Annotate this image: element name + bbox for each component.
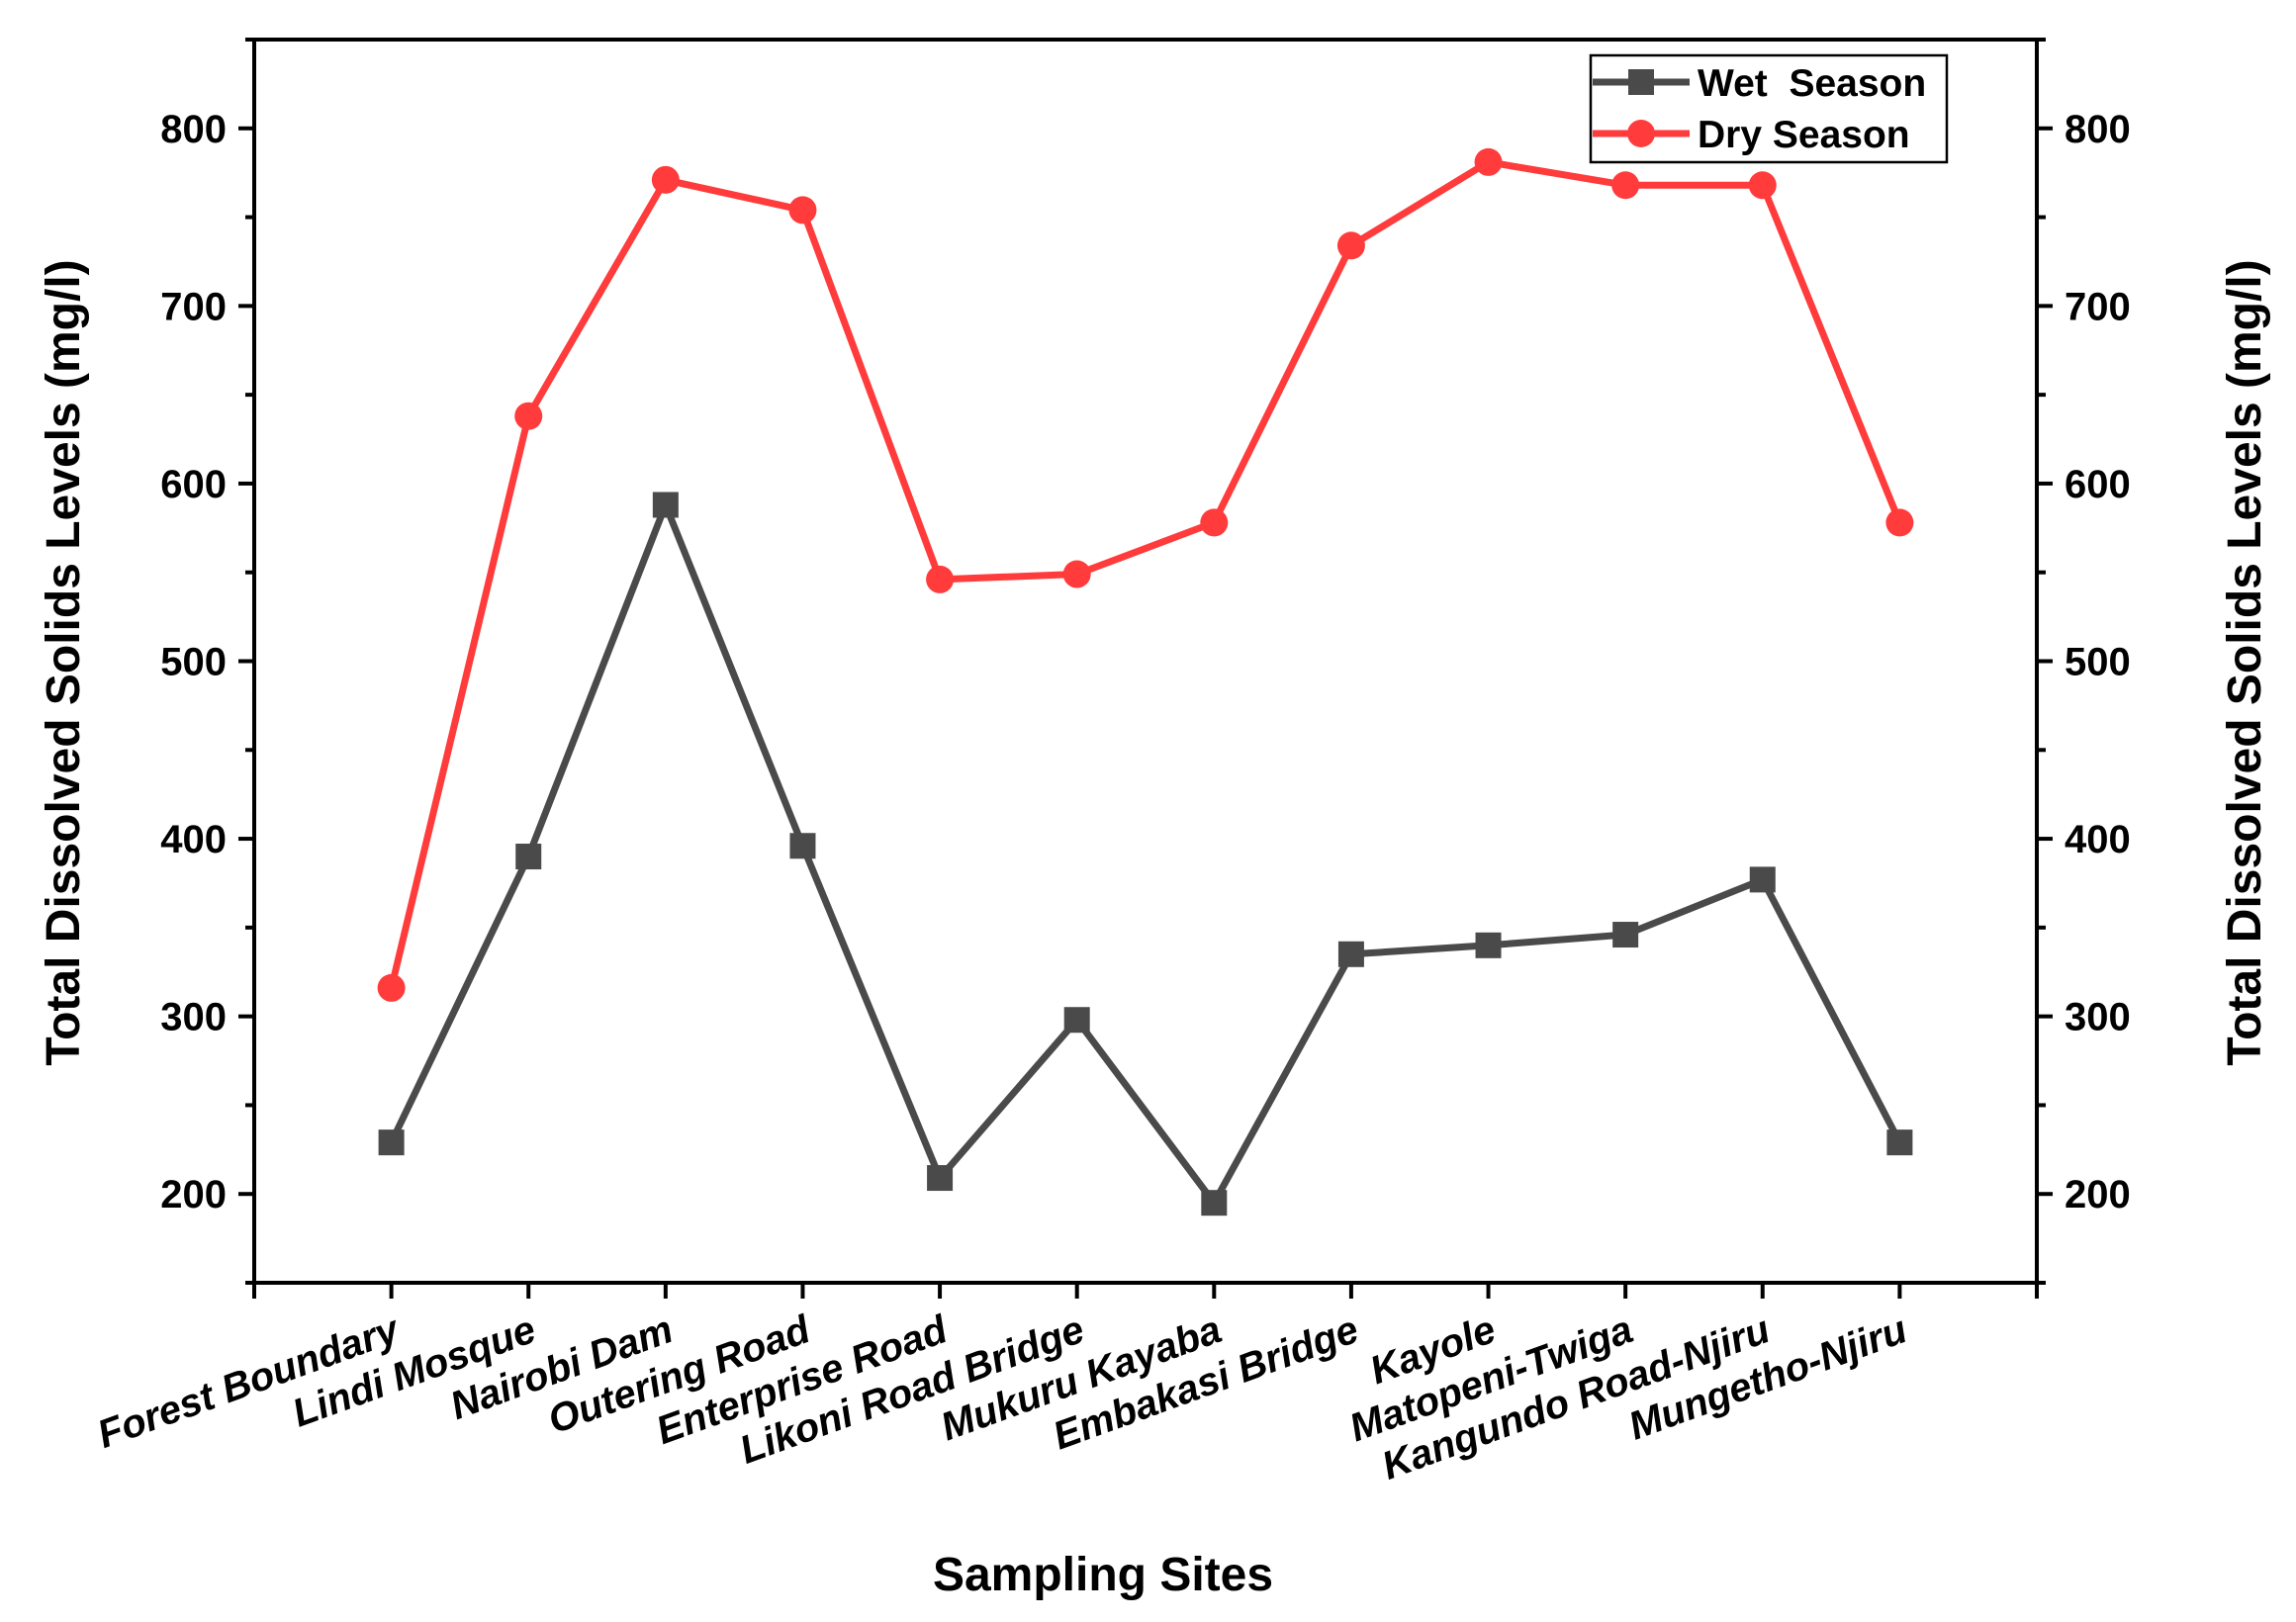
data-point <box>1749 866 1776 893</box>
legend: Wet Season Dry Season <box>1589 53 1949 164</box>
data-point <box>1474 147 1503 176</box>
data-point <box>1886 1129 1913 1156</box>
data-point <box>1748 171 1777 200</box>
left-y-axis: 200 300 400 500 600 700 800 <box>160 38 254 1285</box>
y-tick-label-left: 700 <box>160 285 227 328</box>
data-point <box>789 833 816 859</box>
legend-marker <box>1628 69 1654 95</box>
legend-label: Wet Season <box>1698 62 1926 105</box>
y-tick-label-right: 600 <box>2065 463 2131 506</box>
y-tick-label-right: 300 <box>2065 996 2131 1039</box>
y-tick-label-right: 500 <box>2065 641 2131 684</box>
y-axis-title-right: Total Dissolved Solids Levels (mg/l) <box>2219 259 2271 1065</box>
y-tick-label-left: 800 <box>160 108 227 151</box>
x-axis-title: Sampling Sites <box>933 1549 1273 1601</box>
data-point <box>1063 1007 1090 1034</box>
y-tick-label-right: 700 <box>2065 285 2131 328</box>
y-tick-label-right: 800 <box>2065 108 2131 151</box>
data-point <box>1611 171 1640 200</box>
data-point <box>378 1129 405 1156</box>
data-point <box>1337 941 1364 967</box>
right-y-axis: 200 300 400 500 600 700 800 <box>2037 38 2131 1285</box>
y-tick-label-left: 200 <box>160 1173 227 1216</box>
data-point <box>788 196 817 225</box>
data-point <box>652 492 679 518</box>
data-point <box>1612 922 1639 948</box>
series-line <box>388 158 1903 989</box>
series-line <box>388 501 1903 1207</box>
y-tick-label-left: 600 <box>160 463 227 506</box>
series-dry-season <box>377 147 1914 1002</box>
y-tick-label-right: 400 <box>2065 818 2131 861</box>
legend-box <box>1589 53 1949 164</box>
data-point <box>1336 231 1365 260</box>
data-point <box>927 1165 954 1192</box>
legend-marker <box>1627 120 1655 147</box>
data-point <box>651 165 680 194</box>
data-point <box>1201 1190 1228 1216</box>
plot-border <box>252 38 2039 1285</box>
series-layer <box>377 147 1914 1216</box>
y-tick-label-right: 200 <box>2065 1173 2131 1216</box>
series-wet-season <box>378 492 1913 1216</box>
y-tick-label-left: 300 <box>160 996 227 1039</box>
plot-frame <box>252 38 2039 1285</box>
y-axis-title-left: Total Dissolved Solids Levels (mg/l) <box>38 259 90 1065</box>
data-point <box>1062 560 1091 588</box>
data-point <box>514 402 543 430</box>
data-point <box>377 973 406 1002</box>
legend-label: Dry Season <box>1698 114 1910 156</box>
data-point <box>1885 508 1914 537</box>
y-tick-label-left: 500 <box>160 641 227 684</box>
data-point <box>515 844 542 870</box>
data-point <box>926 565 955 593</box>
data-point <box>1475 932 1502 958</box>
data-point <box>1200 508 1229 537</box>
y-tick-label-left: 400 <box>160 818 227 861</box>
